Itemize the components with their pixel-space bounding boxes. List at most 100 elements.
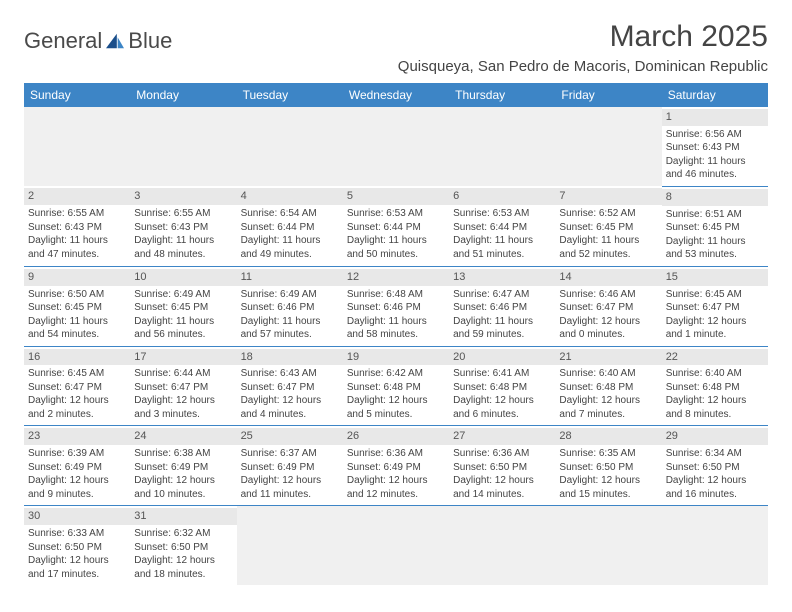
day-number: 5 — [343, 188, 449, 205]
calendar-row: 9Sunrise: 6:50 AMSunset: 6:45 PMDaylight… — [24, 266, 768, 346]
day-number: 29 — [662, 428, 768, 445]
day-number: 2 — [24, 188, 130, 205]
calendar-cell-blank — [343, 506, 449, 585]
sunrise-line: Sunrise: 6:55 AM — [134, 207, 232, 221]
day-number: 13 — [449, 269, 555, 286]
sunrise-line: Sunrise: 6:35 AM — [559, 447, 657, 461]
calendar-row: 1Sunrise: 6:56 AMSunset: 6:43 PMDaylight… — [24, 107, 768, 186]
calendar-cell: 26Sunrise: 6:36 AMSunset: 6:49 PMDayligh… — [343, 426, 449, 506]
day-number: 19 — [343, 349, 449, 366]
sunrise-line: Sunrise: 6:43 AM — [241, 367, 339, 381]
sunrise-line: Sunrise: 6:36 AM — [347, 447, 445, 461]
sunrise-line: Sunrise: 6:40 AM — [666, 367, 764, 381]
calendar-cell: 9Sunrise: 6:50 AMSunset: 6:45 PMDaylight… — [24, 266, 130, 346]
sunrise-line: Sunrise: 6:51 AM — [666, 208, 764, 222]
brand-logo: General Blue — [24, 28, 172, 54]
day-number: 26 — [343, 428, 449, 445]
daylight-line: Daylight: 12 hours and 5 minutes. — [347, 394, 445, 421]
calendar-cell-blank — [449, 506, 555, 585]
calendar-row: 16Sunrise: 6:45 AMSunset: 6:47 PMDayligh… — [24, 346, 768, 426]
daylight-line: Daylight: 11 hours and 57 minutes. — [241, 315, 339, 342]
day-number: 21 — [555, 349, 661, 366]
calendar-cell: 27Sunrise: 6:36 AMSunset: 6:50 PMDayligh… — [449, 426, 555, 506]
daylight-line: Daylight: 12 hours and 15 minutes. — [559, 474, 657, 501]
sunset-line: Sunset: 6:48 PM — [666, 381, 764, 395]
sunset-line: Sunset: 6:44 PM — [347, 221, 445, 235]
day-number: 7 — [555, 188, 661, 205]
sunset-line: Sunset: 6:44 PM — [453, 221, 551, 235]
calendar-cell: 17Sunrise: 6:44 AMSunset: 6:47 PMDayligh… — [130, 346, 236, 426]
calendar-cell: 29Sunrise: 6:34 AMSunset: 6:50 PMDayligh… — [662, 426, 768, 506]
sunrise-line: Sunrise: 6:41 AM — [453, 367, 551, 381]
daylight-line: Daylight: 12 hours and 1 minute. — [666, 315, 764, 342]
calendar-cell: 4Sunrise: 6:54 AMSunset: 6:44 PMDaylight… — [237, 186, 343, 266]
daylight-line: Daylight: 12 hours and 3 minutes. — [134, 394, 232, 421]
day-number: 18 — [237, 349, 343, 366]
calendar-cell: 11Sunrise: 6:49 AMSunset: 6:46 PMDayligh… — [237, 266, 343, 346]
weekday-header: Tuesday — [237, 83, 343, 107]
calendar-cell: 28Sunrise: 6:35 AMSunset: 6:50 PMDayligh… — [555, 426, 661, 506]
calendar-cell: 8Sunrise: 6:51 AMSunset: 6:45 PMDaylight… — [662, 186, 768, 266]
sunrise-line: Sunrise: 6:44 AM — [134, 367, 232, 381]
weekday-header-row: Sunday Monday Tuesday Wednesday Thursday… — [24, 83, 768, 107]
sunset-line: Sunset: 6:49 PM — [347, 461, 445, 475]
calendar-cell-blank — [449, 107, 555, 186]
sunset-line: Sunset: 6:44 PM — [241, 221, 339, 235]
daylight-line: Daylight: 12 hours and 8 minutes. — [666, 394, 764, 421]
sunrise-line: Sunrise: 6:34 AM — [666, 447, 764, 461]
daylight-line: Daylight: 11 hours and 58 minutes. — [347, 315, 445, 342]
day-number: 23 — [24, 428, 130, 445]
calendar-cell-blank — [555, 506, 661, 585]
calendar-cell: 14Sunrise: 6:46 AMSunset: 6:47 PMDayligh… — [555, 266, 661, 346]
sunrise-line: Sunrise: 6:47 AM — [453, 288, 551, 302]
sunset-line: Sunset: 6:43 PM — [134, 221, 232, 235]
calendar-row: 23Sunrise: 6:39 AMSunset: 6:49 PMDayligh… — [24, 426, 768, 506]
brand-name-2: Blue — [128, 28, 172, 54]
sunrise-line: Sunrise: 6:38 AM — [134, 447, 232, 461]
daylight-line: Daylight: 12 hours and 9 minutes. — [28, 474, 126, 501]
sunset-line: Sunset: 6:45 PM — [28, 301, 126, 315]
daylight-line: Daylight: 11 hours and 51 minutes. — [453, 234, 551, 261]
sunset-line: Sunset: 6:47 PM — [559, 301, 657, 315]
weekday-header: Wednesday — [343, 83, 449, 107]
calendar-cell-blank — [662, 506, 768, 585]
calendar-cell: 16Sunrise: 6:45 AMSunset: 6:47 PMDayligh… — [24, 346, 130, 426]
sunset-line: Sunset: 6:50 PM — [28, 541, 126, 555]
sunrise-line: Sunrise: 6:33 AM — [28, 527, 126, 541]
sunrise-line: Sunrise: 6:32 AM — [134, 527, 232, 541]
calendar-cell-blank — [555, 107, 661, 186]
daylight-line: Daylight: 11 hours and 56 minutes. — [134, 315, 232, 342]
day-number: 6 — [449, 188, 555, 205]
daylight-line: Daylight: 12 hours and 6 minutes. — [453, 394, 551, 421]
sunset-line: Sunset: 6:45 PM — [559, 221, 657, 235]
day-number: 12 — [343, 269, 449, 286]
daylight-line: Daylight: 12 hours and 10 minutes. — [134, 474, 232, 501]
day-number: 9 — [24, 269, 130, 286]
daylight-line: Daylight: 12 hours and 11 minutes. — [241, 474, 339, 501]
day-number: 15 — [662, 269, 768, 286]
day-number: 3 — [130, 188, 236, 205]
day-number: 30 — [24, 508, 130, 525]
sunset-line: Sunset: 6:49 PM — [241, 461, 339, 475]
sunrise-line: Sunrise: 6:37 AM — [241, 447, 339, 461]
daylight-line: Daylight: 11 hours and 59 minutes. — [453, 315, 551, 342]
daylight-line: Daylight: 11 hours and 46 minutes. — [666, 155, 764, 182]
sunset-line: Sunset: 6:47 PM — [666, 301, 764, 315]
sunset-line: Sunset: 6:48 PM — [453, 381, 551, 395]
sunrise-line: Sunrise: 6:49 AM — [241, 288, 339, 302]
sunrise-line: Sunrise: 6:45 AM — [28, 367, 126, 381]
daylight-line: Daylight: 12 hours and 4 minutes. — [241, 394, 339, 421]
daylight-line: Daylight: 11 hours and 53 minutes. — [666, 235, 764, 262]
daylight-line: Daylight: 11 hours and 48 minutes. — [134, 234, 232, 261]
daylight-line: Daylight: 12 hours and 2 minutes. — [28, 394, 126, 421]
calendar-cell: 2Sunrise: 6:55 AMSunset: 6:43 PMDaylight… — [24, 186, 130, 266]
daylight-line: Daylight: 12 hours and 7 minutes. — [559, 394, 657, 421]
sunset-line: Sunset: 6:46 PM — [241, 301, 339, 315]
calendar-cell: 12Sunrise: 6:48 AMSunset: 6:46 PMDayligh… — [343, 266, 449, 346]
calendar-cell-blank — [237, 107, 343, 186]
day-number: 14 — [555, 269, 661, 286]
daylight-line: Daylight: 12 hours and 18 minutes. — [134, 554, 232, 581]
sunrise-line: Sunrise: 6:46 AM — [559, 288, 657, 302]
calendar-cell: 21Sunrise: 6:40 AMSunset: 6:48 PMDayligh… — [555, 346, 661, 426]
calendar-cell: 5Sunrise: 6:53 AMSunset: 6:44 PMDaylight… — [343, 186, 449, 266]
